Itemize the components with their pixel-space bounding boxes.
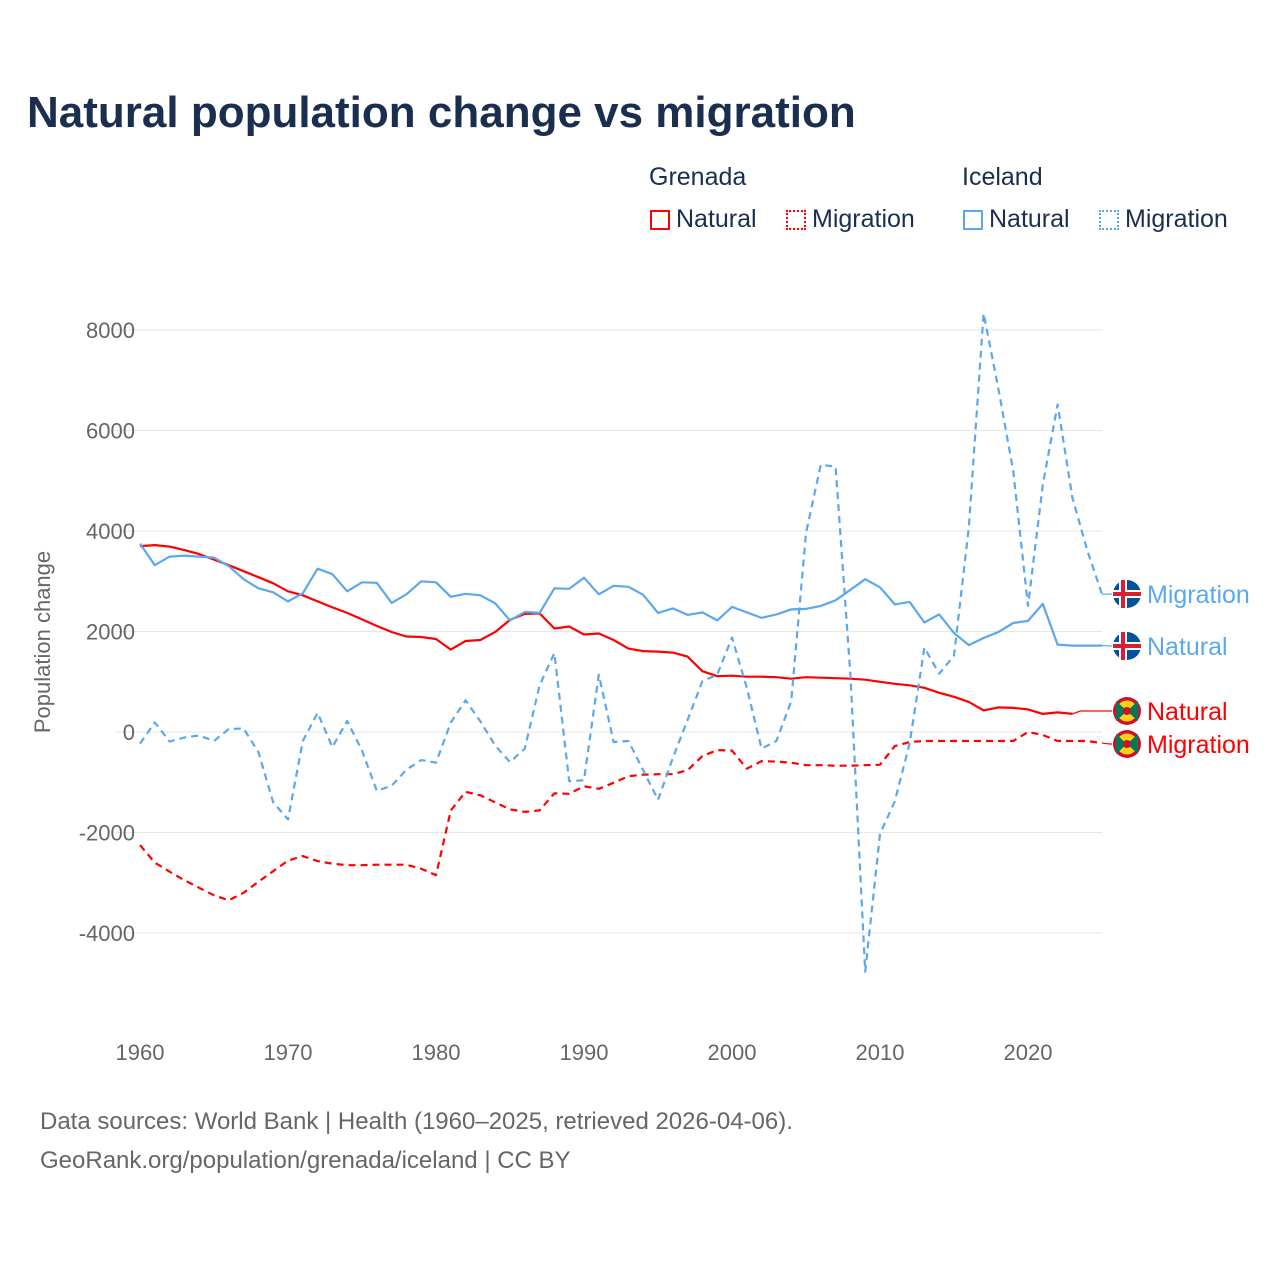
- flag-cross: [1121, 632, 1125, 660]
- legend-iceland-natural[interactable]: Natural: [963, 205, 1070, 234]
- y-tick-label: 2000: [86, 620, 135, 645]
- series-line-iceland-natural: [139, 542, 1102, 647]
- legend-swatch-solid: [650, 209, 670, 230]
- y-axis-label: Population change: [30, 551, 55, 733]
- legend-iceland-migration[interactable]: Migration: [1099, 205, 1228, 234]
- flag-cross: [1113, 592, 1141, 596]
- series-line-grenada-natural: [139, 543, 1073, 716]
- chart-title: Natural population change vs migration: [27, 88, 856, 137]
- y-tick-label: -2000: [79, 821, 135, 846]
- flag-green: [1127, 701, 1138, 721]
- grenada-flag-icon: [1113, 697, 1141, 725]
- grenada-flag-icon: [1113, 730, 1141, 758]
- legend-group-grenada: Grenada: [649, 163, 747, 191]
- flag-green: [1116, 701, 1127, 721]
- y-tick-label: 6000: [86, 419, 135, 444]
- x-tick-label: 2020: [1004, 1040, 1053, 1065]
- x-tick-label: 2000: [708, 1040, 757, 1065]
- label-connector: [1072, 710, 1112, 715]
- legend-label: Migration: [812, 205, 915, 233]
- x-tick-label: 1970: [264, 1040, 313, 1065]
- y-tick-label: 8000: [86, 318, 135, 343]
- flag-green: [1116, 734, 1127, 754]
- legend-label: Natural: [989, 205, 1070, 233]
- iceland-flag-icon: [1113, 632, 1141, 660]
- label-connector: [1101, 742, 1112, 745]
- flag-center: [1123, 740, 1131, 748]
- flag-cross: [1113, 644, 1141, 648]
- iceland-flag-icon: [1113, 580, 1141, 608]
- flag-center: [1123, 707, 1131, 715]
- y-tick-label: 0: [123, 720, 135, 745]
- end-label: Natural: [1147, 633, 1228, 661]
- y-tick-label: -4000: [79, 921, 135, 946]
- legend-label: Migration: [1125, 205, 1228, 233]
- x-tick-label: 1960: [116, 1040, 165, 1065]
- series-line-iceland-migration: [139, 312, 1104, 973]
- end-label: Natural: [1147, 698, 1228, 726]
- legend-grenada-migration[interactable]: Migration: [786, 205, 915, 234]
- series-line-grenada-migration: [139, 730, 1103, 902]
- flag-green: [1127, 734, 1138, 754]
- end-label: Migration: [1147, 581, 1250, 609]
- flag-cross: [1121, 580, 1125, 608]
- end-label: Migration: [1147, 731, 1250, 759]
- x-tick-label: 1990: [560, 1040, 609, 1065]
- x-tick-label: 1980: [412, 1040, 461, 1065]
- legend-swatch-solid: [963, 209, 983, 230]
- legend-label: Natural: [676, 205, 757, 233]
- legend-group-iceland: Iceland: [962, 163, 1043, 191]
- x-tick-label: 2010: [856, 1040, 905, 1065]
- source-note: Data sources: World Bank | Health (1960–…: [40, 1108, 793, 1135]
- source-url[interactable]: GeoRank.org/population/grenada/iceland |…: [40, 1147, 571, 1174]
- legend-swatch-dotted: [786, 209, 806, 230]
- y-tick-label: 4000: [86, 519, 135, 544]
- legend-swatch-dotted: [1099, 209, 1119, 230]
- legend-grenada-natural[interactable]: Natural: [650, 205, 757, 234]
